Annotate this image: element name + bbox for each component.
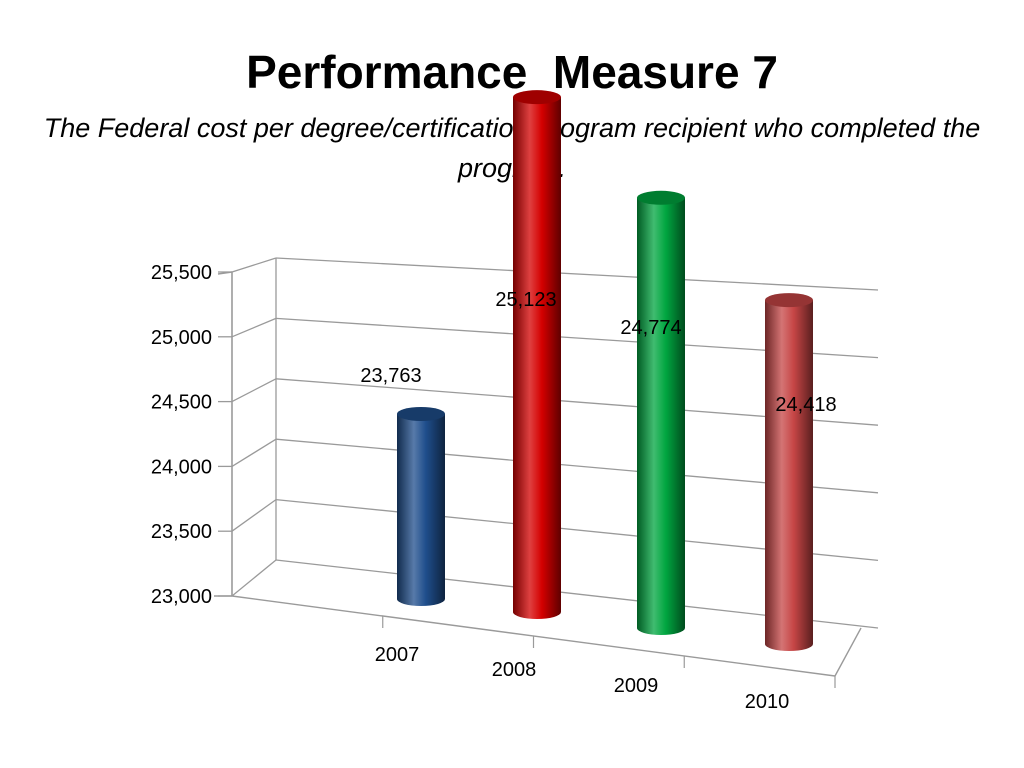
y-tick-label: 24,500 xyxy=(151,392,212,414)
data-label-2009: 24,774 xyxy=(620,317,681,339)
data-label-2007: 23,763 xyxy=(360,365,421,387)
bar-body xyxy=(397,413,445,606)
bar-2009 xyxy=(637,190,685,635)
gridline-left-wall xyxy=(231,438,277,467)
x-tick-label-2007: 2007 xyxy=(375,644,420,666)
y-axis-tick-labels: 23,000 23,500 24,000 24,500 25,000 25,500 xyxy=(151,262,212,608)
y-tick-label: 24,000 xyxy=(151,456,212,478)
gridline-left-wall xyxy=(231,499,277,532)
bar-2010 xyxy=(765,293,813,651)
y-tick-label: 25,500 xyxy=(151,262,212,284)
x-axis-tick-labels: 2007 2008 2009 2010 xyxy=(375,644,790,713)
bar-body xyxy=(765,300,813,651)
data-labels: 23,763 25,123 24,774 24,418 xyxy=(360,289,836,416)
bar-body xyxy=(513,97,561,620)
bar-top xyxy=(637,190,685,205)
data-label-2010: 24,418 xyxy=(775,394,836,416)
bar-top xyxy=(513,90,561,105)
y-tick-label: 25,000 xyxy=(151,327,212,349)
data-label-2008: 25,123 xyxy=(495,289,556,311)
gridline-left-wall xyxy=(231,559,277,597)
gridline-back-wall xyxy=(275,257,879,291)
gridline-left-wall xyxy=(231,257,277,273)
bar-2007 xyxy=(397,406,445,606)
bar-2008 xyxy=(513,90,561,620)
gridline-left-wall xyxy=(231,317,277,338)
slide-title: Performance Measure 7 xyxy=(246,46,778,98)
y-tick-label: 23,500 xyxy=(151,521,212,543)
bar-body xyxy=(637,197,685,635)
x-tick-label-2008: 2008 xyxy=(492,659,537,681)
floor-right-edge xyxy=(834,627,862,677)
slide-subtitle: The Federal cost per degree/certificatio… xyxy=(43,113,981,183)
bars xyxy=(397,90,813,651)
bar-top xyxy=(765,293,813,308)
x-tick-label-2010: 2010 xyxy=(745,691,790,713)
y-tick-label: 23,000 xyxy=(151,586,212,608)
x-tick-label-2009: 2009 xyxy=(614,675,659,697)
gridline-left-wall xyxy=(231,378,277,403)
bar-top xyxy=(397,406,445,421)
